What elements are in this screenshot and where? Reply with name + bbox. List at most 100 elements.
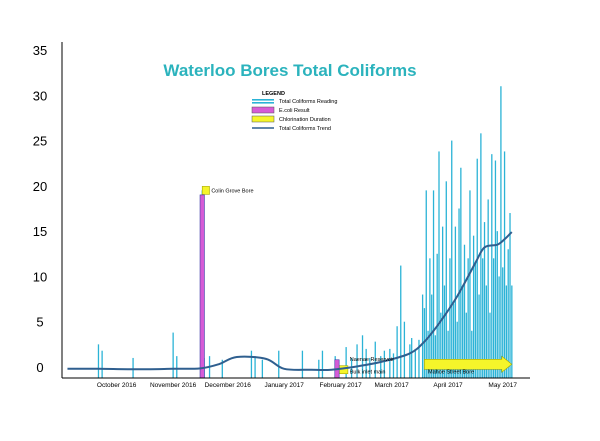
legend-swatch xyxy=(251,115,275,123)
legend-label: Total Coliforms Reading xyxy=(279,99,337,105)
legend: LEGEND Total Coliforms Reading E.coli Res… xyxy=(251,91,337,132)
reading-bar xyxy=(374,341,376,378)
reading-bar xyxy=(436,253,438,378)
reading-bar xyxy=(278,350,280,378)
y-tick-label: 20 xyxy=(33,179,47,194)
reading-bar xyxy=(365,348,367,378)
legend-swatch xyxy=(251,106,275,114)
reading-bar xyxy=(449,258,451,378)
legend-label: E.coli Result xyxy=(279,108,310,114)
reading-bar xyxy=(254,356,256,378)
x-tick-label: November 2016 xyxy=(150,382,197,389)
chlorination-box xyxy=(201,186,210,195)
reading-bar xyxy=(482,258,484,378)
reading-bar xyxy=(489,312,491,378)
reading-bar xyxy=(445,181,447,378)
reading-bar xyxy=(321,350,324,378)
reading-bar xyxy=(472,235,475,378)
reading-bar xyxy=(447,330,449,378)
reading-bar xyxy=(431,294,433,378)
chlorination-arrow xyxy=(424,355,513,373)
reading-bar xyxy=(389,348,391,378)
reading-bar xyxy=(403,321,406,378)
y-tick-label: 0 xyxy=(36,360,43,375)
reading-bar xyxy=(498,276,500,378)
reading-bar xyxy=(483,222,486,378)
reading-bar xyxy=(411,338,413,378)
reading-bar xyxy=(505,285,508,378)
x-tick-label: December 2016 xyxy=(205,382,252,389)
legend-label: Total Coliforms Trend xyxy=(279,126,331,132)
x-tick-label: April 2017 xyxy=(433,382,463,389)
x-tick-label: March 2017 xyxy=(374,382,409,389)
bars-series xyxy=(97,86,513,378)
reading-bar xyxy=(380,356,382,378)
legend-swatch xyxy=(252,99,274,101)
y-tick-label: 35 xyxy=(33,43,47,58)
chart-title: Waterloo Bores Total Coliforms xyxy=(163,61,416,80)
y-tick-label: 25 xyxy=(33,134,47,149)
reading-bar xyxy=(502,267,504,378)
reading-bar xyxy=(487,199,489,378)
reading-bar xyxy=(132,357,134,378)
reading-bar xyxy=(414,348,416,378)
reading-bar xyxy=(463,244,466,378)
reading-bar xyxy=(261,359,264,378)
reading-bar xyxy=(456,321,458,378)
reading-bar xyxy=(491,154,493,378)
reading-bar xyxy=(400,265,402,378)
reading-bar xyxy=(356,344,358,378)
reading-bar xyxy=(383,350,386,378)
reading-bar xyxy=(509,213,511,378)
y-tick-label: 10 xyxy=(33,269,47,284)
reading-bar xyxy=(421,294,424,378)
legend-label: Chlorination Duration xyxy=(279,117,331,123)
reading-bar xyxy=(438,151,440,378)
x-tick-label: January 2017 xyxy=(264,382,304,389)
reading-bar xyxy=(511,285,513,378)
y-tick-label: 30 xyxy=(33,88,47,103)
reading-bar xyxy=(451,140,453,378)
reading-bar xyxy=(409,344,411,378)
annotation-label: Naenae Reservoir xyxy=(350,357,394,363)
reading-bar xyxy=(454,226,457,378)
trend-line xyxy=(67,231,513,372)
reading-bar xyxy=(301,350,304,378)
reading-bar xyxy=(396,326,398,378)
reading-bar xyxy=(476,158,478,378)
ecoli-bar xyxy=(199,194,205,379)
reading-bar xyxy=(361,335,364,378)
reading-bar xyxy=(440,312,442,378)
reading-bar xyxy=(176,356,178,378)
annotations: Colin Grove Bore Naenae Reservoir Bulk inl… xyxy=(211,188,474,375)
legend-swatch xyxy=(252,102,274,104)
reading-bar xyxy=(432,190,435,378)
x-tick-label: May 2017 xyxy=(488,382,517,389)
trend-series xyxy=(67,231,513,372)
reading-bar xyxy=(500,86,502,378)
y-tick-label: 5 xyxy=(36,315,43,330)
reading-bar xyxy=(452,303,455,378)
x-tick-label: February 2017 xyxy=(319,382,362,389)
x-tick-label: October 2016 xyxy=(97,382,137,389)
reading-bar xyxy=(172,332,174,378)
reading-bar xyxy=(503,151,506,378)
reading-bar xyxy=(221,359,223,378)
ecoli-series xyxy=(199,194,340,379)
reading-bar xyxy=(492,258,495,378)
reading-bar xyxy=(474,262,477,378)
reading-bar xyxy=(480,133,482,378)
reading-bar xyxy=(101,350,103,378)
reading-bar xyxy=(467,258,469,378)
reading-bar xyxy=(465,312,467,378)
annotation-label: Mahoe Street Bore xyxy=(428,370,474,376)
reading-bar xyxy=(369,357,371,378)
reading-bar xyxy=(441,226,444,378)
legend-title: LEGEND xyxy=(262,91,285,97)
reading-bar xyxy=(478,294,480,378)
reading-bar xyxy=(507,249,509,378)
reading-bar xyxy=(462,285,464,378)
reading-bar xyxy=(469,190,471,378)
reading-bar xyxy=(427,330,429,378)
